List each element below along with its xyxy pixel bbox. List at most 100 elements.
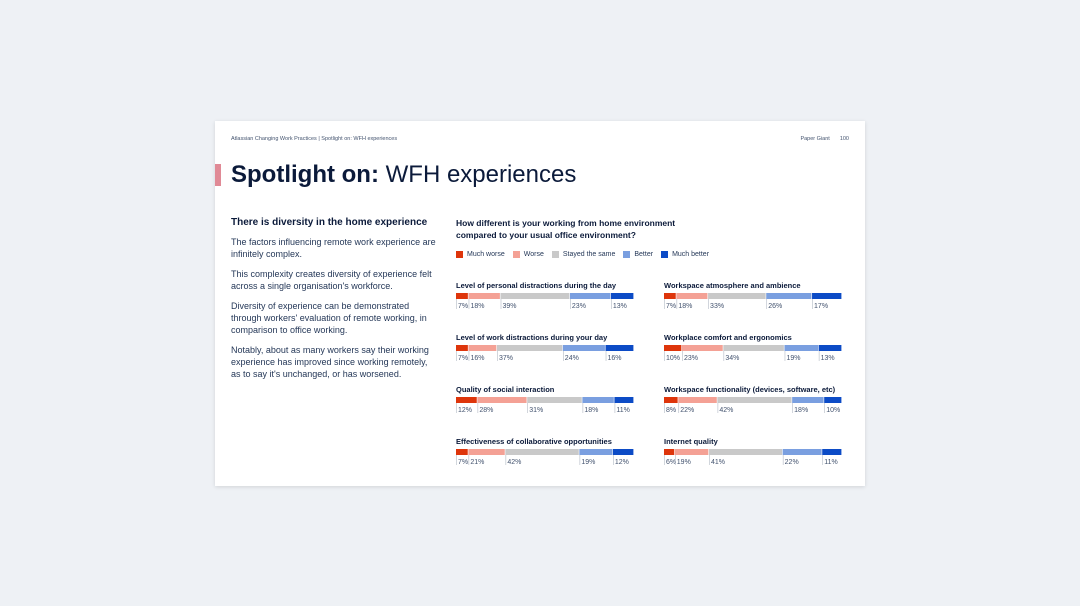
stacked-bar-svg: 6% 19% 41% 22% 11% [664,449,842,466]
bar-segment-much-better [612,449,634,455]
data-label: 7% [458,303,468,310]
data-label: 7% [666,303,676,310]
chart-question: How different is your working from home … [456,218,676,240]
bar-segment-better [569,293,611,299]
stacked-bar-chart: Internet quality 6% 19% 41% 22% 11% [664,437,842,469]
chart-title: Workplace comfort and ergonomics [664,333,792,342]
data-label: 26% [768,303,782,310]
bar-segment-much-better [824,397,842,403]
data-label: 13% [613,303,627,310]
data-label: 18% [794,407,808,414]
data-label: 17% [814,303,828,310]
data-label: 11% [616,407,630,414]
legend-swatch [661,251,669,258]
data-label: 19% [677,459,691,466]
stacked-bar-svg: 7% 21% 42% 19% 12% [456,449,634,466]
data-label: 8% [666,407,676,414]
stacked-bar-chart: Workplace comfort and ergonomics 10% 23% 3… [664,333,842,365]
left-column: There is diversity in the home experienc… [231,217,436,388]
data-label: 10% [666,355,680,362]
bar-segment-much-worse [456,345,468,351]
body-paragraph: This complexity creates diversity of exp… [231,269,432,291]
stacked-bar-chart: Level of personal distractions during th… [456,281,634,313]
bar-segment-much-worse [664,449,675,455]
bar-segment-much-better [822,449,842,455]
bar-segment-much-better [610,293,634,299]
page-title: Spotlight on: WFH experiences [231,161,576,189]
data-label: 39% [503,303,517,310]
data-label: 19% [786,355,800,362]
legend-swatch [512,251,520,258]
chart-title: Workspace functionality (devices, softwa… [664,385,836,394]
legend-item: Much worse [456,251,505,258]
data-label: 23% [572,303,586,310]
bar-segment-better [766,293,812,299]
stacked-bar-svg: 12% 28% 31% 18% 11% [456,397,634,414]
stacked-bar-svg: 8% 22% 42% 18% 10% [664,397,842,414]
stacked-bar-chart: Workspace atmosphere and ambience 7% 18% 3… [664,281,842,313]
chart-title: Effectiveness of collaborative opportuni… [456,437,612,446]
data-label: 31% [529,407,543,414]
bar-segment-worse [468,345,497,351]
page-number: 100 [839,136,849,142]
chart-title: Internet quality [664,437,718,446]
stacked-bar-chart: Quality of social interaction 12% 28% 31% 1… [456,385,634,417]
bar-segment-worse [468,449,505,455]
data-label: 18% [470,303,484,310]
data-label: 37% [499,355,513,362]
chart-title: Level of personal distractions during th… [456,281,617,290]
chart-title: Quality of social interaction [456,385,555,394]
legend-item: Stayed the same [551,251,615,258]
data-label: 11% [824,459,838,466]
stacked-bar-svg: 7% 18% 39% 23% 13% [456,293,634,310]
data-label: 7% [458,459,468,466]
data-label: 41% [711,459,725,466]
bar-segment-better [784,345,819,351]
bar-segment-better [792,397,824,403]
bar-segment-stayed-the-same [708,293,766,299]
stacked-bar-svg: 10% 23% 34% 19% 13% [664,345,842,362]
bar-segment-much-better [812,293,842,299]
chart-title: Level of work distractions during your d… [456,333,608,342]
data-label: 22% [680,407,694,414]
bar-segment-stayed-the-same [708,449,783,455]
bar-segment-stayed-the-same [496,345,563,351]
legend-swatch [551,251,559,258]
data-label: 18% [584,407,598,414]
data-label: 42% [719,407,733,414]
legend-item: Much better [661,251,709,258]
data-label: 12% [615,459,629,466]
brand-label: Paper Giant [800,136,830,142]
data-label: 21% [470,459,484,466]
data-label: 22% [785,459,799,466]
data-label: 33% [710,303,724,310]
chart-title: Workspace atmosphere and ambience [664,281,801,290]
legend-label: Worse [523,251,544,258]
data-label: 6% [666,459,676,466]
stacked-bar-chart: Level of work distractions during your d… [456,333,634,365]
legend-swatch [623,251,631,258]
data-label: 16% [608,355,622,362]
bar-segment-better [582,397,614,403]
stacked-bar-chart: Effectiveness of collaborative opportuni… [456,437,634,469]
bar-segment-stayed-the-same [527,397,582,403]
bar-segment-worse [681,345,723,351]
data-label: 24% [565,355,579,362]
bar-segment-stayed-the-same [717,397,792,403]
data-label: 42% [507,459,521,466]
bar-segment-better [579,449,613,455]
bar-segment-stayed-the-same [505,449,579,455]
stacked-bar-svg: 7% 16% 37% 24% 16% [456,345,634,362]
data-label: 10% [826,407,840,414]
bar-segment-much-worse [456,449,468,455]
title-accent-bar [215,164,221,186]
section-subheading: There is diversity in the home experienc… [231,217,428,228]
bar-segment-much-better [818,345,842,351]
bar-segment-stayed-the-same [723,345,784,351]
stacked-bar-svg: 7% 18% 33% 26% 17% [664,293,842,310]
legend-label: Better [634,251,654,258]
legend-swatch [456,251,463,258]
bar-segment-worse [477,397,527,403]
header-right: Paper Giant 100 [800,136,849,142]
bar-segment-better [562,345,605,351]
